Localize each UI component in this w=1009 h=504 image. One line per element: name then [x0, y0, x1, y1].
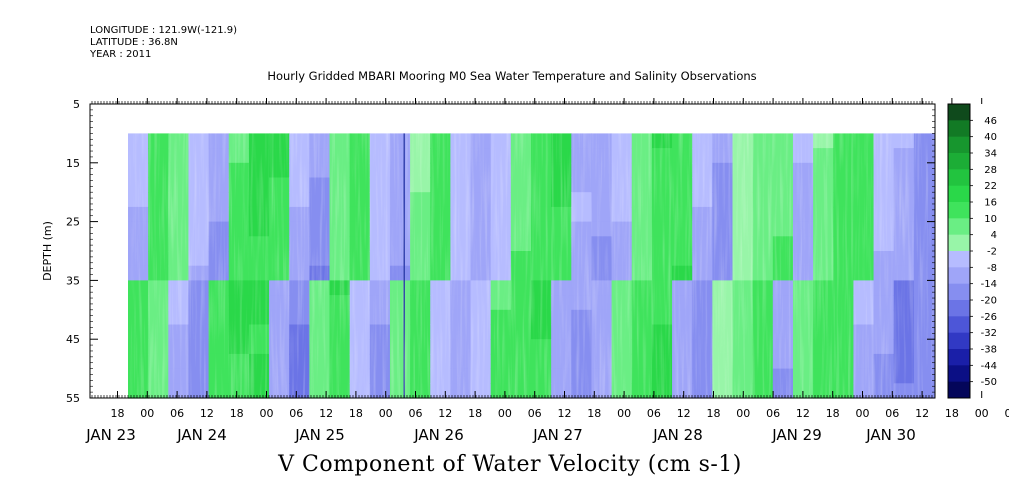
- colorbar-label: -2: [987, 247, 997, 258]
- colorbar-swatch: [948, 185, 970, 203]
- x-hour-label: 06: [1005, 407, 1009, 420]
- colorbar-label: -50: [981, 377, 997, 388]
- heatmap-texture: [128, 133, 934, 398]
- x-hour-label: 12: [796, 407, 810, 420]
- colorbar-swatch: [948, 120, 970, 138]
- x-hour-label: 18: [468, 407, 482, 420]
- x-hour-label: 06: [766, 407, 780, 420]
- x-hour-label: 00: [260, 407, 274, 420]
- x-date-label: JAN 28: [652, 426, 703, 444]
- y-tick-label: 15: [66, 157, 80, 170]
- colorbar-label: -26: [981, 312, 997, 323]
- colorbar-variable-label: V Component of Water Velocity (cm s-1): [278, 452, 742, 477]
- chart-title: Hourly Gridded MBARI Mooring M0 Sea Wate…: [267, 69, 757, 83]
- x-hour-label: 00: [617, 407, 631, 420]
- colorbar-swatch: [948, 153, 970, 170]
- x-date-label: JAN 29: [771, 426, 822, 444]
- x-hour-label: 18: [111, 407, 125, 420]
- x-hour-label: 12: [319, 407, 333, 420]
- x-hour-label: 06: [170, 407, 184, 420]
- x-date-label: JAN 24: [176, 426, 227, 444]
- x-hour-label: 00: [856, 407, 870, 420]
- colorbar-label: -8: [987, 263, 997, 274]
- colorbar-swatch: [948, 316, 970, 334]
- year-label: YEAR : 2011: [90, 49, 152, 60]
- colorbar-swatch: [948, 349, 970, 366]
- colorbar-label: 46: [984, 116, 997, 127]
- x-hour-label: 12: [558, 407, 572, 420]
- colorbar-label: 34: [984, 149, 997, 160]
- colorbar-label: -38: [981, 345, 997, 356]
- x-hour-label: 18: [945, 407, 959, 420]
- colorbar-label: 4: [991, 230, 997, 241]
- y-tick-labels: 5 15 25 35 45 55: [66, 98, 80, 405]
- plot-frame: [89, 103, 936, 399]
- x-date-label: JAN 23: [85, 426, 136, 444]
- x-hour-label: 00: [736, 407, 750, 420]
- y-tick-label: 45: [66, 333, 80, 346]
- colorbar-label: 28: [984, 165, 997, 176]
- x-hour-label: 18: [826, 407, 840, 420]
- longitude-label: LONGITUDE : 121.9W(-121.9): [90, 25, 237, 36]
- colorbar-swatch: [948, 365, 970, 383]
- x-hour-label: 06: [647, 407, 661, 420]
- colorbar-label: -32: [981, 328, 997, 339]
- y-tick-label: 25: [66, 216, 80, 229]
- x-hour-label: 00: [975, 407, 989, 420]
- x-hour-label: 06: [885, 407, 899, 420]
- y-tick-label: 35: [66, 274, 80, 287]
- x-hour-label: 00: [140, 407, 154, 420]
- x-date-label: JAN 30: [865, 426, 916, 444]
- x-hour-label: 12: [200, 407, 214, 420]
- x-date-label: JAN 26: [413, 426, 464, 444]
- colorbar-swatch: [948, 300, 970, 317]
- colorbar-swatch: [948, 136, 970, 154]
- colorbar-swatch: [948, 332, 970, 350]
- plot-area: [89, 98, 983, 399]
- x-hour-label: 18: [230, 407, 244, 420]
- x-hour-label: 12: [677, 407, 691, 420]
- x-hour-label: 06: [289, 407, 303, 420]
- x-date-labels: JAN 23 JAN 24 JAN 25 JAN 26 JAN 27 JAN 28 JAN …: [85, 426, 916, 444]
- colorbar-label: -44: [981, 361, 997, 372]
- y-tick-label: 55: [66, 392, 80, 405]
- colorbar-swatch: [948, 218, 970, 236]
- x-hour-label: 06: [528, 407, 542, 420]
- colorbar-swatch: [948, 169, 970, 187]
- colorbar-swatch: [948, 381, 970, 399]
- colorbar-swatch: [948, 283, 970, 301]
- colorbar-swatch: [948, 251, 970, 268]
- y-axis-label: DEPTH (m): [41, 221, 54, 281]
- colorbar-tick-labels: 46 40 34 28 22 16 10 4 -2 -8 -14 -20 -26 -32 -38 -44 -50: [970, 116, 997, 388]
- x-hour-label: 12: [438, 407, 452, 420]
- colorbar-swatch: [948, 234, 970, 252]
- colorbar-swatch: [948, 202, 970, 219]
- y-tick-label: 5: [73, 98, 80, 111]
- x-hour-label: 18: [349, 407, 363, 420]
- latitude-label: LATITUDE : 36.8N: [90, 37, 178, 48]
- x-date-label: JAN 27: [532, 426, 583, 444]
- x-hour-tick-labels: 18 00 06 12 18 00 06 12 18 00 06 12 18 00 06 12 18 00 06 12…: [111, 407, 1009, 420]
- x-hour-label: 00: [379, 407, 393, 420]
- x-date-label: JAN 25: [294, 426, 345, 444]
- colorbar-label: 16: [984, 198, 997, 209]
- colorbar-swatch: [948, 104, 970, 121]
- colorbar: [947, 103, 971, 399]
- x-hour-label: 12: [915, 407, 929, 420]
- x-hour-label: 06: [409, 407, 423, 420]
- colorbar-swatch: [948, 267, 970, 285]
- colorbar-label: 10: [984, 214, 997, 225]
- colorbar-label: -20: [981, 296, 997, 307]
- colorbar-label: -14: [981, 279, 997, 290]
- x-hour-label: 18: [587, 407, 601, 420]
- x-hour-label: 00: [498, 407, 512, 420]
- colorbar-label: 40: [984, 132, 997, 143]
- x-hour-label: 18: [707, 407, 721, 420]
- colorbar-label: 22: [984, 181, 997, 192]
